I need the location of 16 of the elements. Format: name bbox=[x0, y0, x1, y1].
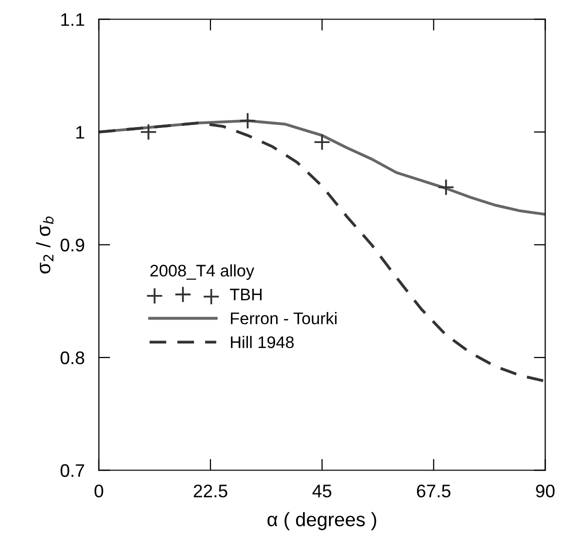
y-tick-label: 0.9 bbox=[60, 238, 84, 252]
y-axis-title: σ$_{2}$ / σ$_{b}$ bbox=[36, 216, 54, 274]
legend-label: Hill 1948 bbox=[230, 336, 294, 348]
x-tick-label: 0 bbox=[94, 484, 104, 498]
y-tick-label: 1.1 bbox=[61, 13, 84, 26]
x-tick-label: 90 bbox=[536, 484, 555, 498]
y-tick-label: 1 bbox=[76, 126, 84, 139]
legend-title: 2008_T4 alloy bbox=[150, 264, 254, 280]
x-axis-title: α ( degrees ) bbox=[268, 512, 376, 530]
x-tick-label: 22.5 bbox=[194, 484, 228, 498]
x-tick-label: 45 bbox=[312, 484, 332, 498]
x-tick-label: 67.5 bbox=[416, 484, 450, 498]
y-tick-label: 0.8 bbox=[60, 351, 84, 364]
legend-label: Ferron - Tourki bbox=[230, 312, 337, 324]
y-tick-label: 0.7 bbox=[60, 464, 84, 477]
legend-label: TBH bbox=[230, 288, 262, 300]
